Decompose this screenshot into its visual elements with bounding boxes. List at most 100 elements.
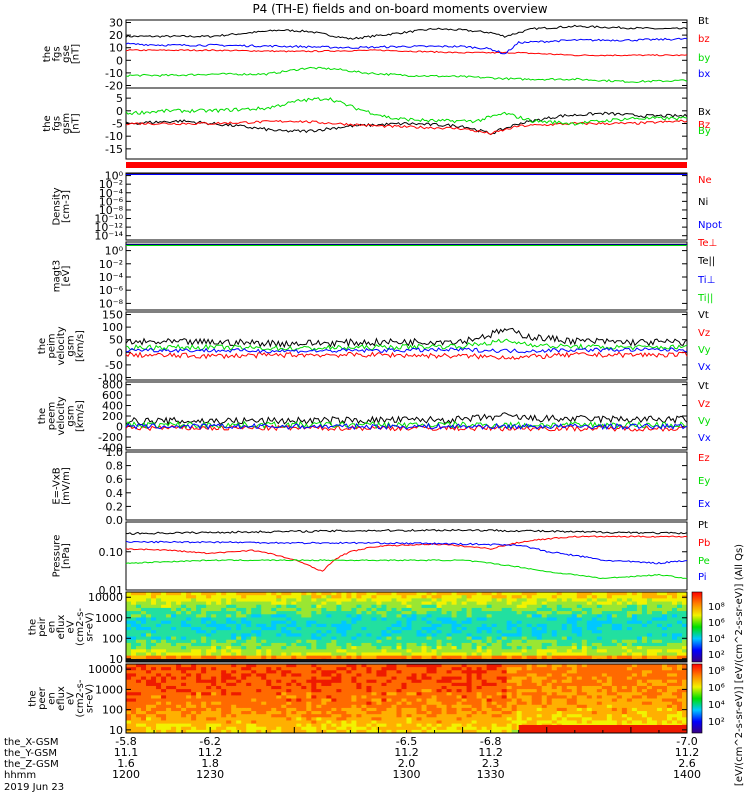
heatmap-cell (171, 642, 177, 647)
heatmap-cell (241, 595, 247, 599)
heatmap-cell (566, 655, 573, 660)
heatmap-cell (531, 642, 538, 647)
heatmap-cell (611, 707, 618, 712)
heatmap-cell (416, 623, 423, 628)
heatmap-cell (236, 636, 242, 641)
heatmap-cell (561, 664, 568, 668)
heatmap-cell (171, 670, 177, 674)
heatmap-cell (341, 701, 347, 706)
heatmap-cell (601, 707, 608, 712)
heatmap-cell (201, 726, 207, 731)
heatmap-cell (496, 592, 503, 596)
heatmap-cell (496, 698, 503, 703)
heatmap-cell (211, 617, 217, 622)
heatmap-cell (431, 655, 438, 660)
heatmap-cell (471, 649, 478, 653)
heatmap-cell (621, 649, 628, 653)
heatmap-cell (621, 698, 628, 703)
heatmap-cell (451, 592, 458, 596)
y-tick-label: 800 (102, 379, 123, 392)
heatmap-cell (151, 670, 157, 674)
heatmap-cell (571, 623, 578, 628)
heatmap-cell (131, 598, 137, 603)
heatmap-cell (321, 607, 327, 612)
heatmap-cell (431, 682, 438, 687)
heatmap-cell (616, 592, 623, 596)
heatmap-cell (216, 646, 222, 650)
heatmap-cell (211, 685, 217, 690)
heatmap-cell (656, 620, 663, 625)
heatmap-cell (526, 701, 533, 706)
heatmap-cell (411, 679, 418, 684)
heatmap-cell (301, 701, 307, 706)
heatmap-cell (496, 717, 503, 721)
heatmap-cell (441, 646, 448, 650)
heatmap-cell (351, 667, 357, 671)
heatmap-cell (506, 611, 513, 615)
heatmap-cell (571, 676, 578, 681)
heatmap-cell (651, 633, 658, 638)
heatmap-cell (196, 670, 202, 674)
heatmap-cell (151, 676, 157, 681)
heatmap-cell (336, 646, 342, 650)
heatmap-cell (536, 633, 543, 638)
heatmap-cell (266, 673, 272, 678)
heatmap-cell (551, 667, 558, 671)
heatmap-cell (386, 614, 392, 618)
heatmap-cell (241, 676, 247, 681)
heatmap-cell (401, 711, 407, 715)
heatmap-cell (311, 595, 317, 599)
heatmap-cell (596, 607, 603, 612)
heatmap-cell (441, 726, 448, 731)
heatmap-cell (406, 652, 413, 657)
heatmap-cell (496, 720, 503, 725)
heatmap-cell (366, 652, 372, 657)
heatmap-cell (266, 704, 272, 709)
heatmap-cell (151, 630, 157, 634)
heatmap-cell (331, 714, 337, 718)
heatmap-cell (326, 595, 332, 599)
heatmap-cell (636, 646, 643, 650)
heatmap-cell (261, 685, 267, 690)
heatmap-cell (126, 682, 132, 687)
heatmap-cell (411, 636, 418, 641)
heatmap-cell (326, 639, 332, 644)
heatmap-cell (431, 676, 438, 681)
heatmap-cell (601, 614, 608, 618)
heatmap-cell (556, 670, 563, 674)
heatmap-cell (361, 630, 367, 634)
heatmap-cell (206, 627, 212, 631)
heatmap-cell (236, 664, 242, 668)
heatmap-cell (636, 617, 643, 622)
heatmap-cell (291, 692, 297, 696)
heatmap-cell (251, 604, 257, 609)
heatmap-cell (241, 655, 247, 660)
heatmap-cell (346, 692, 352, 696)
heatmap-cell (291, 682, 297, 687)
heatmap-cell (556, 720, 563, 725)
legend-label: Pe (698, 556, 710, 567)
heatmap-cell (646, 652, 653, 657)
heatmap-cell (521, 685, 528, 690)
heatmap-cell (436, 655, 443, 660)
heatmap-cell (576, 689, 583, 693)
heatmap-cell (326, 679, 332, 684)
heatmap-cell (156, 692, 162, 696)
heatmap-cell (576, 604, 583, 609)
y-axis-label: the (28, 619, 39, 635)
heatmap-cell (671, 601, 678, 606)
heatmap-cell (216, 692, 222, 696)
heatmap-cell (271, 685, 277, 690)
heatmap-cell (491, 611, 498, 615)
heatmap-cell (441, 689, 448, 693)
heatmap-cell (141, 617, 147, 622)
heatmap-cell (341, 633, 347, 638)
heatmap-cell (601, 698, 608, 703)
heatmap-cell (251, 717, 257, 721)
heatmap-cell (396, 704, 402, 709)
heatmap-cell (561, 652, 568, 657)
heatmap-cell (406, 676, 413, 681)
heatmap-cell (241, 614, 247, 618)
heatmap-cell (496, 679, 503, 684)
